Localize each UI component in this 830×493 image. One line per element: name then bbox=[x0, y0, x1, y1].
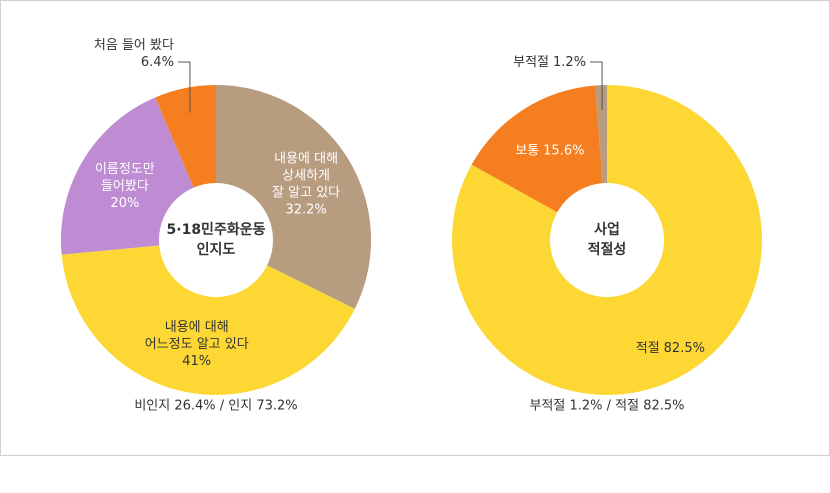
leader-line bbox=[177, 61, 191, 113]
label-part: 41% bbox=[182, 354, 211, 369]
label-part: 이름정도만 bbox=[95, 161, 155, 176]
slice-label: 처음 들어 봤다 6.4% bbox=[94, 38, 174, 70]
donut-hole bbox=[159, 183, 273, 297]
pie-slice bbox=[61, 240, 355, 395]
center-label-line: 적절성 bbox=[588, 241, 627, 258]
center-label-line: 5·18민주화운동 bbox=[167, 221, 266, 238]
label-part: 들어봤다 bbox=[101, 178, 149, 193]
donut-hole bbox=[550, 183, 664, 297]
label-part: 32.2% bbox=[285, 202, 326, 217]
leader-line bbox=[590, 61, 603, 111]
slice-label: 적절 82.5% bbox=[636, 340, 705, 355]
label-part: 어느정도 알고 있다 bbox=[145, 337, 249, 352]
center-label-line: 인지도 bbox=[197, 241, 236, 258]
label-part: 1.2% bbox=[553, 55, 586, 70]
slice-label: 보통 15.6% bbox=[515, 143, 584, 158]
label-part: 처음 들어 봤다 bbox=[94, 38, 174, 53]
label-part: 82.5% bbox=[664, 340, 705, 355]
center-label-line: 사업 bbox=[594, 222, 620, 238]
label-part: 20% bbox=[110, 195, 139, 210]
slice-label: 부적절 1.2% bbox=[513, 55, 586, 70]
label-part: 부적절 bbox=[513, 55, 549, 70]
label-part: 15.6% bbox=[543, 143, 584, 158]
label-part: 보통 bbox=[515, 143, 539, 158]
note: 부적절 1.2% / 적절 82.5% bbox=[529, 399, 684, 414]
label-part: 상세하게 bbox=[282, 168, 330, 183]
label-part: 내용에 대해 bbox=[274, 151, 338, 166]
label-part: 6.4% bbox=[141, 55, 174, 70]
note: 비인지 26.4% / 인지 73.2% bbox=[134, 399, 297, 414]
label-part: 잘 알고 있다 bbox=[272, 185, 340, 200]
label-part: 내용에 대해 bbox=[165, 320, 229, 335]
label-part: 적절 bbox=[636, 340, 660, 355]
